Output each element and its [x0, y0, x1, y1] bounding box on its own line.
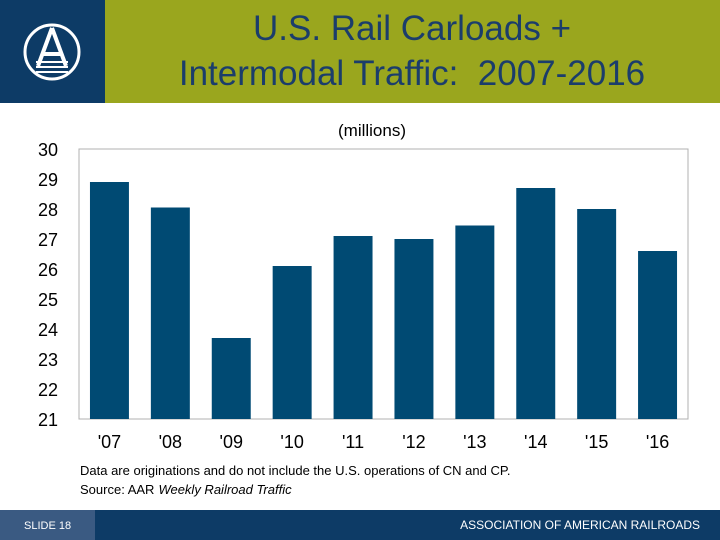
chart: 21 22 23 24 25 26 27 28 29 30 '07 '08 '09 '10 '11 '12 '1… — [38, 140, 678, 452]
bar — [89, 182, 129, 419]
x-tick-label: '16 — [646, 432, 669, 452]
source-label: Source: AAR — [80, 482, 154, 497]
title-line: Intermodal Traffic: 2007-2016 — [179, 54, 645, 93]
logo-panel — [0, 0, 105, 103]
bar — [516, 188, 556, 419]
bar — [455, 225, 495, 419]
y-tick-label: 28 — [38, 200, 58, 220]
bar — [638, 251, 678, 419]
y-tick-label: 23 — [38, 350, 58, 370]
x-tick-label: '08 — [159, 432, 182, 452]
y-tick-label: 30 — [38, 140, 58, 160]
bar — [150, 207, 190, 419]
y-tick-label: 21 — [38, 410, 58, 430]
logo — [23, 23, 81, 81]
x-tick-label: '14 — [524, 432, 547, 452]
source: Source: AAR Weekly Railroad Traffic — [80, 482, 292, 497]
x-tick-label: '09 — [220, 432, 243, 452]
slide-number: SLIDE 18 — [24, 520, 71, 532]
x-tick-label: '12 — [402, 432, 425, 452]
y-tick-label: 27 — [38, 230, 58, 250]
footer-band — [0, 510, 720, 540]
footer-slide-box — [0, 510, 95, 540]
bar — [333, 236, 373, 419]
org-name: ASSOCIATION OF AMERICAN RAILROADS — [460, 518, 700, 532]
x-tick-label: '15 — [585, 432, 608, 452]
y-tick-label: 24 — [38, 320, 58, 340]
y-tick-label: 26 — [38, 260, 58, 280]
bar — [394, 239, 434, 419]
title-line: U.S. Rail Carloads + — [253, 9, 571, 48]
bar — [211, 338, 251, 419]
footnote: Data are originations and do not include… — [80, 463, 510, 478]
subtitle: (millions) — [338, 121, 406, 140]
header-band — [105, 0, 720, 103]
x-tick-label: '10 — [280, 432, 303, 452]
x-tick-label: '11 — [342, 432, 364, 452]
x-tick-label: '07 — [98, 432, 121, 452]
bar — [272, 266, 312, 419]
x-tick-label: '13 — [463, 432, 486, 452]
y-tick-label: 22 — [38, 380, 58, 400]
bar — [577, 209, 617, 419]
y-tick-label: 29 — [38, 170, 58, 190]
y-tick-label: 25 — [38, 290, 58, 310]
source-title: Weekly Railroad Traffic — [158, 482, 292, 497]
